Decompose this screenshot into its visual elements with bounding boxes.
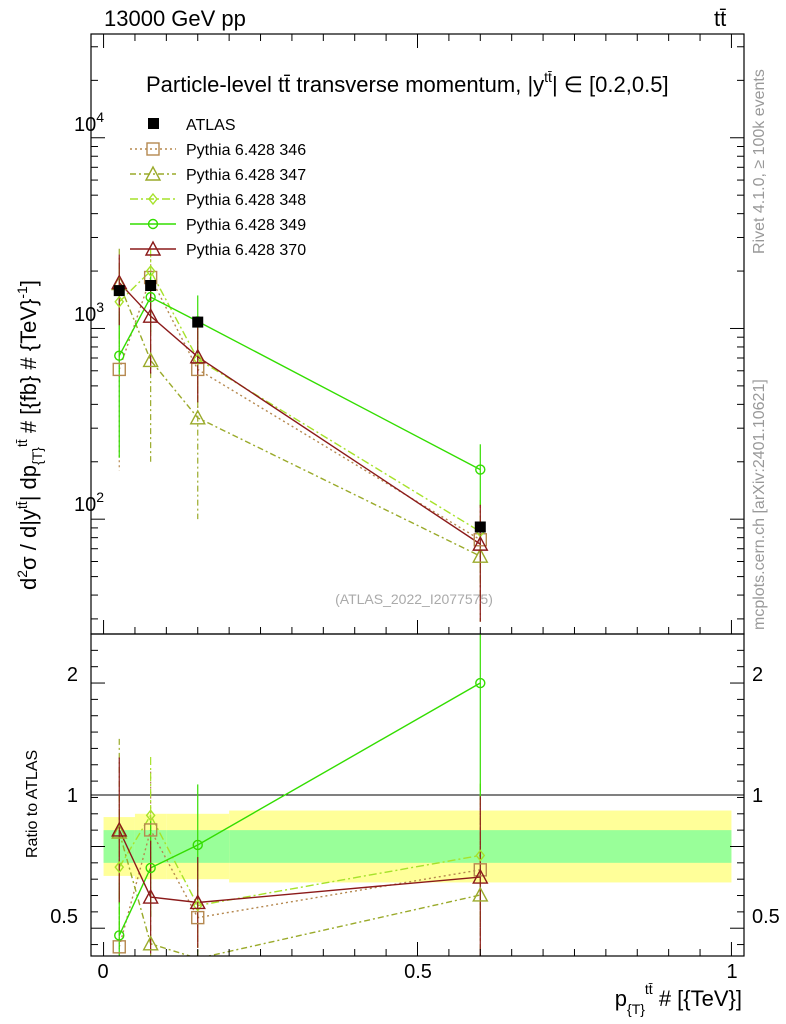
legend-marker-pythia-6.428-347: [144, 165, 162, 181]
series-line-pythia-6.428-348: [118, 269, 481, 533]
ratio-tick-label-0.5-right: 0.5: [752, 906, 780, 928]
ratio-point-pythia-6.428-370: [142, 888, 159, 904]
rivet-version-label: Rivet 4.1.0, ≥ 100k events: [751, 69, 768, 254]
ratio-point-pythia-6.428-348: [145, 809, 156, 822]
ratio-point-pythia-6.428-349: [145, 862, 156, 874]
y-tick-label-100: 102: [74, 489, 104, 516]
point-pythia-6.428-347: [142, 351, 159, 368]
ratio-tick-label-0.5: 0.5: [50, 906, 78, 928]
point-pythia-6.428-349: [145, 291, 156, 303]
ratio-line-pythia-6.428-349: [118, 682, 481, 936]
mcplots-credit-label: mcplots.cern.ch [arXiv:2401.10621]: [751, 379, 768, 630]
ratio-tick-label-1-right: 1: [752, 785, 763, 807]
point-pythia-6.428-348: [145, 264, 156, 278]
analysis-watermark: (ATLAS_2022_I2077575): [335, 591, 493, 607]
ratio-series-points: [111, 677, 489, 954]
x-axis-label: p{T}tt̄ # [{TeV}]: [615, 981, 742, 1017]
ratio-series-lines: [118, 634, 481, 956]
point-pythia-6.428-348: [114, 295, 125, 308]
legend-label-pythia-6.428-347: Pythia 6.428 347: [186, 167, 306, 184]
ratio-point-pythia-6.428-347: [472, 886, 489, 902]
main-y-ticks: [91, 46, 744, 620]
x-tick-label-0.5: 0.5: [404, 961, 432, 983]
series-line-pythia-6.428-347: [118, 283, 481, 557]
main-series-points: [111, 264, 489, 563]
point-pythia-6.428-370: [189, 348, 206, 364]
series-line-pythia-6.428-349: [118, 296, 481, 471]
legend-label-atlas: ATLAS: [186, 117, 236, 134]
ratio-tick-label-1: 1: [67, 785, 78, 807]
point-pythia-6.428-347: [189, 409, 206, 425]
x-tick-label-0: 0: [97, 961, 108, 983]
ratio-point-pythia-6.428-349: [192, 839, 203, 851]
point-pythia-6.428-346: [473, 533, 487, 547]
ratio-panel: 0.5 1 2 0.5 1 2: [50, 633, 780, 957]
x-tick-label-1: 1: [726, 961, 737, 983]
point-pythia-6.428-349: [475, 464, 486, 475]
main-series-lines: [118, 248, 481, 622]
series-line-pythia-6.428-370: [118, 282, 481, 545]
atlas-data-point: [145, 280, 157, 292]
ratio-point-pythia-6.428-347: [142, 935, 159, 951]
atlas-data-point: [192, 316, 204, 328]
legend-label-pythia-6.428-346: Pythia 6.428 346: [186, 142, 306, 159]
point-pythia-6.428-370: [472, 535, 489, 551]
point-pythia-6.428-370: [142, 307, 159, 323]
ratio-tick-label-2-right: 2: [752, 664, 763, 686]
collider-label: 13000 GeV pp: [104, 6, 246, 31]
point-pythia-6.428-346: [112, 362, 126, 377]
legend: ATLAS Pythia 6.428 346 Pythia 6.428 347 Pyt…: [130, 117, 306, 259]
y-tick-label-1000: 103: [74, 299, 104, 326]
point-pythia-6.428-349: [114, 350, 125, 361]
legend-marker-atlas: [148, 118, 159, 129]
ratio-line-pythia-6.428-370: [118, 829, 481, 904]
ratio-point-pythia-6.428-346: [112, 940, 126, 954]
ratio-point-pythia-6.428-346: [473, 863, 487, 877]
ratio-point-pythia-6.428-348: [192, 899, 203, 912]
ratio-point-pythia-6.428-348: [114, 861, 125, 874]
ratio-point-pythia-6.428-347: [111, 823, 128, 839]
ratio-line-pythia-6.428-348: [118, 813, 481, 907]
ratio-point-pythia-6.428-370: [189, 894, 206, 910]
ratio-y-ticks: [91, 649, 744, 946]
ratio-point-pythia-6.428-346: [143, 823, 158, 837]
ratio-line-pythia-6.428-347: [118, 831, 481, 956]
atlas-data-point: [113, 285, 125, 297]
ratio-y-axis-label: Ratio to ATLAS: [24, 750, 41, 858]
point-pythia-6.428-348: [192, 353, 203, 366]
ratio-point-pythia-6.428-370: [472, 868, 489, 884]
legend-marker-pythia-6.428-349: [147, 218, 159, 230]
y-tick-label-10000: 104: [74, 109, 104, 136]
point-pythia-6.428-347: [472, 547, 489, 563]
series-line-pythia-6.428-346: [118, 275, 481, 541]
legend-marker-pythia-6.428-348: [148, 192, 158, 206]
legend-label-pythia-6.428-348: Pythia 6.428 348: [186, 192, 306, 209]
chart-title: Particle-level tt̄ transverse momentum, …: [146, 69, 669, 97]
y-axis-label: d2σ / d|ytt̄| dp{T}tt̄ # [{fb} # {TeV}-1…: [14, 280, 45, 590]
atlas-data-point: [474, 521, 486, 533]
legend-marker-pythia-6.428-370: [144, 240, 162, 256]
main-panel: (ATLAS_2022_I2077575) 102 103 104: [74, 33, 745, 635]
ratio-point-pythia-6.428-349: [475, 677, 486, 689]
x-ticks: [103, 34, 732, 956]
legend-label-pythia-6.428-370: Pythia 6.428 370: [186, 242, 306, 259]
process-label: tt̄: [714, 6, 726, 31]
legend-label-pythia-6.428-349: Pythia 6.428 349: [186, 217, 306, 234]
ratio-point-pythia-6.428-348: [475, 849, 486, 862]
ratio-point-pythia-6.428-370: [111, 821, 128, 837]
ratio-point-pythia-6.428-349: [114, 930, 125, 941]
ratio-tick-label-2: 2: [67, 664, 78, 686]
legend-marker-pythia-6.428-346: [146, 142, 160, 156]
